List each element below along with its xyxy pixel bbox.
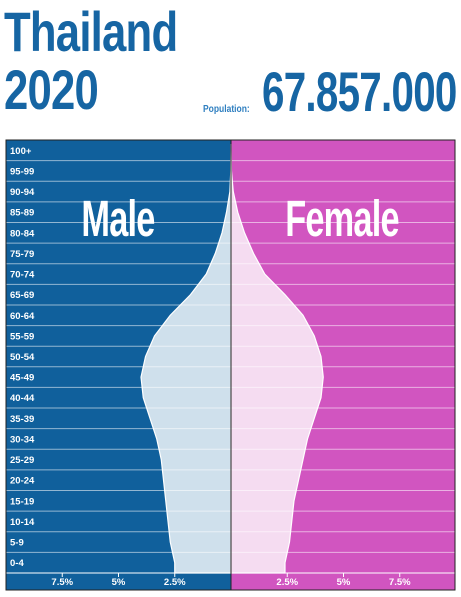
age-label: 65-69: [10, 290, 34, 301]
year-title: 2020: [4, 58, 99, 121]
age-label: 30-34: [10, 434, 35, 445]
x-tick-label-female: 5%: [337, 577, 351, 588]
age-label: 10-14: [10, 517, 35, 528]
age-label: 75-79: [10, 249, 34, 260]
x-tick-label-male: 2.5%: [164, 577, 186, 588]
x-tick-label-female: 7.5%: [389, 577, 411, 588]
age-label: 100+: [10, 146, 32, 157]
x-tick-label-male: 7.5%: [51, 577, 73, 588]
population-value: 67.857.000: [262, 60, 457, 123]
age-label: 55-59: [10, 331, 34, 342]
age-label: 40-44: [10, 393, 35, 404]
age-label: 60-64: [10, 311, 35, 322]
age-label: 5-9: [10, 538, 24, 549]
age-label: 0-4: [10, 558, 24, 569]
age-label: 20-24: [10, 476, 35, 487]
age-label: 50-54: [10, 352, 35, 363]
age-label: 80-84: [10, 228, 35, 239]
x-tick-label-female: 2.5%: [276, 577, 298, 588]
population-label: Population:: [203, 104, 250, 115]
age-label: 45-49: [10, 373, 34, 384]
country-title: Thailand: [4, 0, 178, 63]
age-label: 70-74: [10, 270, 35, 281]
x-tick-label-male: 5%: [112, 577, 126, 588]
age-label: 95-99: [10, 166, 34, 177]
age-label: 15-19: [10, 496, 34, 507]
male-population-area: [140, 144, 232, 574]
female-population-area: [230, 144, 324, 574]
age-label: 25-29: [10, 455, 34, 466]
chart-border: [5, 139, 456, 591]
age-label: 90-94: [10, 187, 35, 198]
female-label: Female: [285, 192, 399, 248]
male-label: Male: [81, 192, 154, 248]
age-label: 85-89: [10, 208, 34, 219]
age-label: 35-39: [10, 414, 34, 425]
